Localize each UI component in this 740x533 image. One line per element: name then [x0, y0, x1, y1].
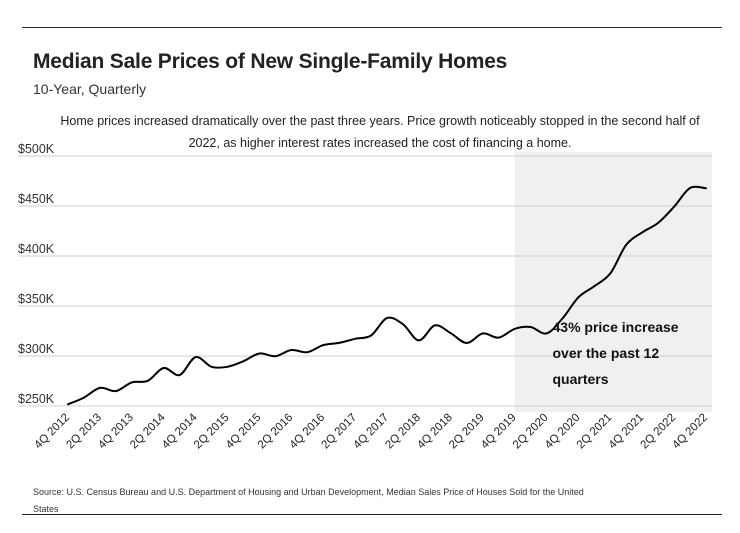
- y-tick-label: $450K: [18, 192, 55, 206]
- shaded-region-layer: [514, 152, 712, 412]
- source-note: Source: U.S. Census Bureau and U.S. Depa…: [33, 487, 584, 514]
- y-tick-label: $350K: [18, 292, 55, 306]
- chart-subtitle: 10-Year, Quarterly: [33, 81, 147, 97]
- series-layer: [67, 185, 707, 406]
- bottom-rule: [22, 514, 722, 515]
- x-tick-label: 4Q 2022: [670, 412, 710, 452]
- series-line: [67, 185, 707, 406]
- annotation-layer: 43% price increase over the past 12 quarte…: [553, 319, 679, 387]
- gridline-layer: [18, 155, 712, 407]
- chart-title: Median Sale Prices of New Single-Family …: [33, 50, 508, 73]
- annotation-line: quarters: [553, 371, 609, 387]
- y-tick-label: $500K: [18, 142, 55, 156]
- chart-description: Home prices increased dramatically over …: [60, 114, 700, 150]
- y-tick-label: $400K: [18, 242, 55, 256]
- y-tick-label: $300K: [18, 342, 55, 356]
- annotation-line: over the past 12: [553, 345, 660, 361]
- top-rule: [22, 27, 722, 28]
- shaded-region: [514, 152, 712, 412]
- y-tick-layer: $250K $300K $350K $400K $450K $500K: [18, 142, 55, 406]
- annotation-line: 43% price increase: [553, 319, 679, 335]
- y-tick-label: $250K: [18, 392, 55, 406]
